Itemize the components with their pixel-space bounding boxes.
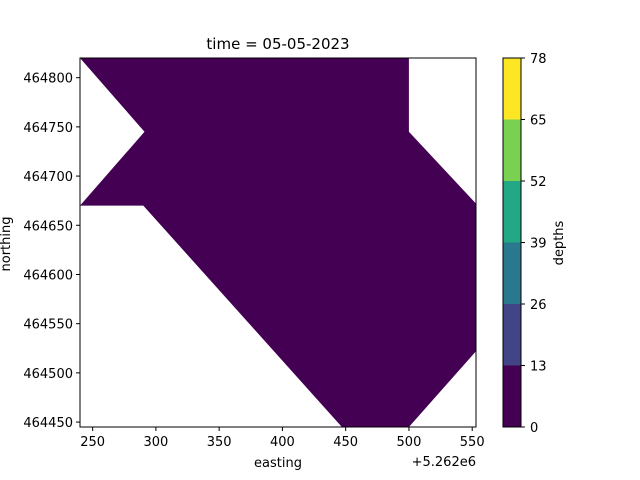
y-tick-label: 464750 xyxy=(23,121,73,136)
y-tick-label: 464600 xyxy=(23,268,73,283)
plot-area xyxy=(79,57,477,428)
colorbar-tick-label: 78 xyxy=(530,52,547,67)
chart-title: time = 05-05-2023 xyxy=(206,35,349,53)
colorbar-tick-label: 65 xyxy=(530,114,547,129)
x-tick-label: 450 xyxy=(333,435,358,450)
colorbar-tick-label: 13 xyxy=(530,360,547,375)
depth-filled-region xyxy=(80,58,476,427)
x-tick-label: 350 xyxy=(207,435,232,450)
x-axis-offset-label: +5.262e6 xyxy=(412,455,476,470)
colorbar: 0 13 26 39 52 65 78 xyxy=(502,52,547,436)
y-tick-label: 464450 xyxy=(23,416,73,431)
x-axis-label: easting xyxy=(254,456,302,471)
y-tick-label: 464650 xyxy=(23,219,73,234)
colorbar-tick-label: 0 xyxy=(530,421,538,436)
x-tick-label: 400 xyxy=(270,435,295,450)
x-tick-label: 500 xyxy=(397,435,422,450)
colorbar-segment xyxy=(503,304,521,366)
y-axis-label: northing xyxy=(0,217,14,272)
y-tick-label: 464700 xyxy=(23,170,73,185)
colorbar-label: depths xyxy=(552,220,567,265)
y-tick-label: 464550 xyxy=(23,318,73,333)
x-axis: 250 300 350 400 450 500 550 xyxy=(80,427,485,450)
colorbar-segment xyxy=(503,242,521,304)
colorbar-tick-label: 39 xyxy=(530,237,547,252)
colorbar-tick-label: 26 xyxy=(530,298,547,313)
colorbar-segment xyxy=(503,119,521,181)
x-tick-label: 300 xyxy=(143,435,168,450)
colorbar-segment xyxy=(503,181,521,243)
x-tick-label: 250 xyxy=(80,435,105,450)
x-tick-label: 550 xyxy=(460,435,485,450)
y-axis: 464450 464500 464550 464600 464650 464700 4647… xyxy=(23,72,80,431)
y-tick-label: 464500 xyxy=(23,367,73,382)
plot-frame xyxy=(79,57,477,428)
colorbar-tick-label: 52 xyxy=(530,175,547,190)
y-tick-label: 464800 xyxy=(23,72,73,87)
colorbar-segment xyxy=(503,58,521,120)
colorbar-segment xyxy=(503,365,521,427)
